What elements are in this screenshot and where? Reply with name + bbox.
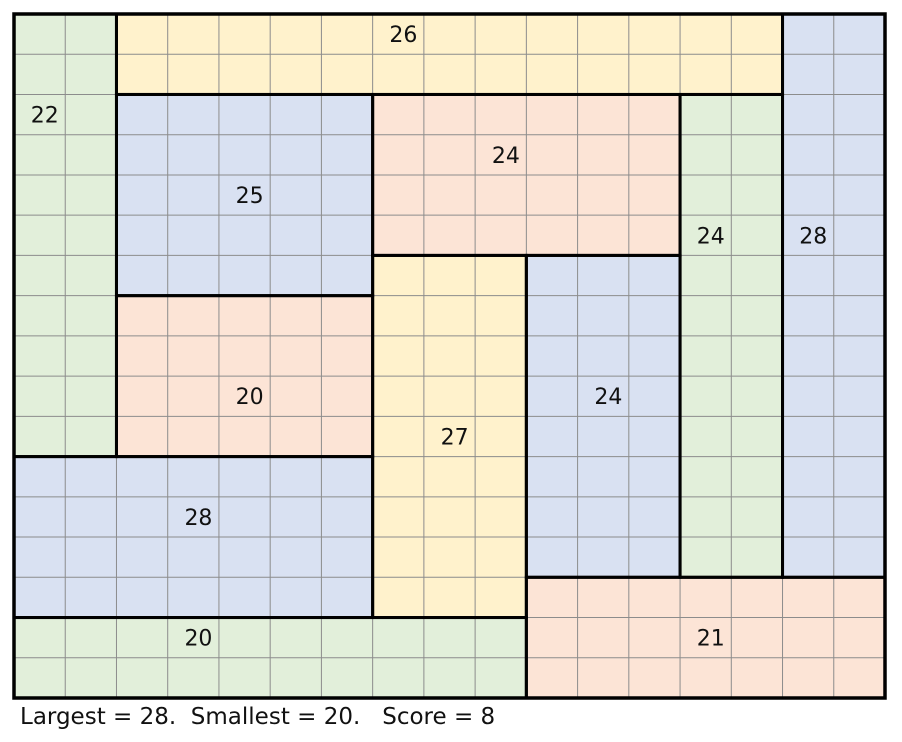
region-area: 24 xyxy=(594,385,622,410)
region-fill xyxy=(116,94,373,296)
region-area: 24 xyxy=(492,144,520,169)
outer-border xyxy=(12,12,887,700)
region-area: 27 xyxy=(441,425,469,450)
region-area: 28 xyxy=(799,224,827,249)
region-area: 24 xyxy=(697,224,725,249)
region-area: 26 xyxy=(389,23,417,48)
puzzle-grid: 26 22 28 25 24 24 20 27 24 28 20 21 xyxy=(12,12,887,700)
region-area: 20 xyxy=(236,385,264,410)
region-area: 28 xyxy=(184,506,212,531)
region-area: 25 xyxy=(236,184,264,209)
region-fill xyxy=(372,255,527,618)
region-area: 21 xyxy=(697,627,725,652)
region-area: 20 xyxy=(184,627,212,652)
region-area: 22 xyxy=(31,104,59,129)
region-fill xyxy=(526,577,885,698)
score-text: Largest = 28. Smallest = 20. Score = 8 xyxy=(20,704,496,730)
